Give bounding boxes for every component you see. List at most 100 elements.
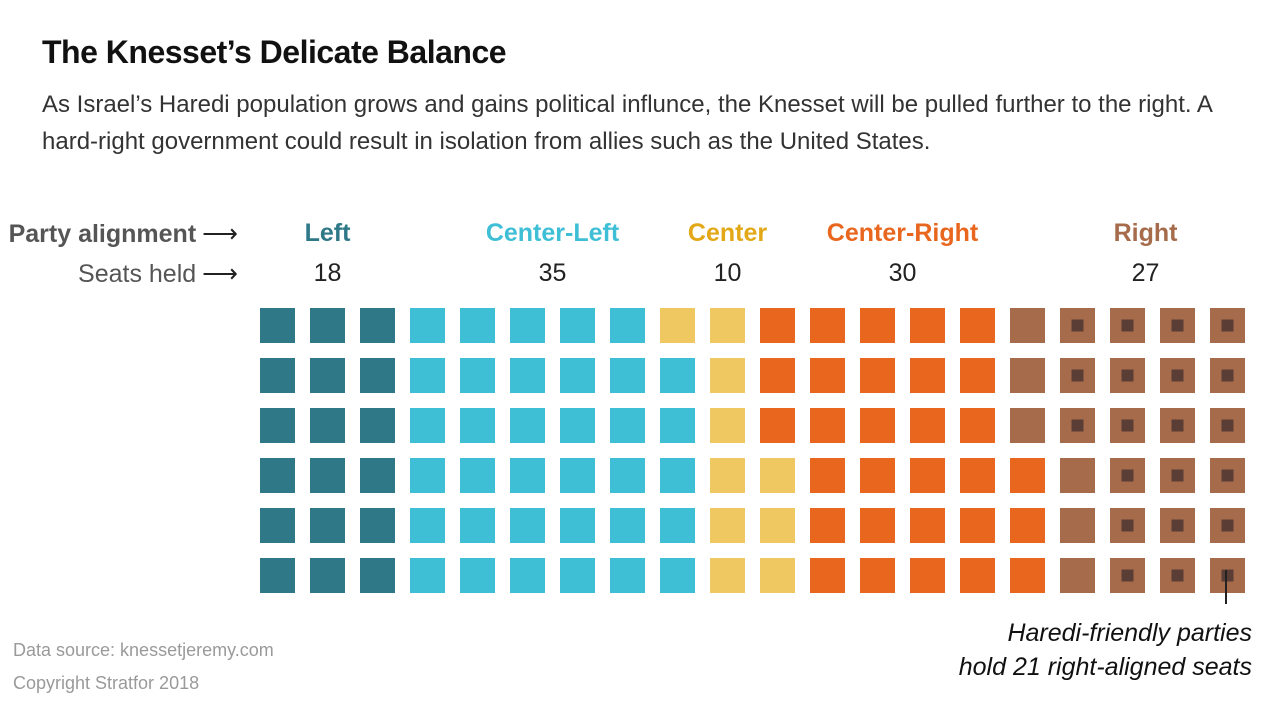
seat-right <box>1010 308 1045 343</box>
haredi-marker <box>1121 369 1134 382</box>
seat-center-right <box>910 508 945 543</box>
haredi-marker <box>1221 319 1234 332</box>
chart-subtitle: As Israel’s Haredi population grows and … <box>42 91 1212 155</box>
party-seats-right: 27 <box>1131 259 1160 287</box>
seat-left <box>310 508 345 543</box>
seat-center-left <box>510 558 545 593</box>
seat-center-right <box>810 558 845 593</box>
seat-center-left <box>660 408 695 443</box>
seat-center-left <box>610 408 645 443</box>
seat-left <box>310 458 345 493</box>
seat-right <box>1010 408 1045 443</box>
party-name-center-right: Center-Right <box>826 219 979 247</box>
seat-center-left <box>660 508 695 543</box>
haredi-marker <box>1171 419 1184 432</box>
seat-center-left <box>610 308 645 343</box>
seat-left <box>260 308 295 343</box>
party-seats-left: 18 <box>313 259 342 287</box>
haredi-marker <box>1121 569 1134 582</box>
seat-center-left <box>460 508 495 543</box>
seat-center-left <box>460 308 495 343</box>
seat-right <box>1060 558 1095 593</box>
seat-center-right <box>810 508 845 543</box>
seat-center-left <box>610 358 645 393</box>
seats-held-label: Seats held ⟶ <box>78 259 238 289</box>
chart-title: The Knesset’s Delicate Balance <box>42 34 507 70</box>
party-name-center: Center <box>687 219 768 247</box>
haredi-marker <box>1121 319 1134 332</box>
seat-left <box>260 408 295 443</box>
party-name-left: Left <box>304 219 351 247</box>
seat-center-left <box>610 508 645 543</box>
seat-center-right <box>960 308 995 343</box>
seat-center-right <box>960 458 995 493</box>
seat-left <box>260 458 295 493</box>
seat-left <box>360 358 395 393</box>
arrow-icon: ⟶ <box>202 220 238 248</box>
seat-center-left <box>460 558 495 593</box>
haredi-marker <box>1121 519 1134 532</box>
seat-left <box>310 408 345 443</box>
seat-left <box>360 558 395 593</box>
seat-right <box>1060 458 1095 493</box>
seat-center-left <box>510 308 545 343</box>
seat-center-right <box>860 358 895 393</box>
seat-center-right <box>810 358 845 393</box>
seat-center <box>710 508 745 543</box>
seat-center-right <box>760 408 795 443</box>
seat-left <box>360 458 395 493</box>
seat-center <box>760 558 795 593</box>
seat-center-left <box>510 458 545 493</box>
haredi-marker <box>1171 569 1184 582</box>
seat-center-left <box>560 308 595 343</box>
seat-right <box>1060 508 1095 543</box>
seat-center <box>710 408 745 443</box>
arrow-icon: ⟶ <box>202 260 238 288</box>
seat-center-left <box>610 458 645 493</box>
seats-held-text: Seats held <box>78 260 197 288</box>
seat-center-right <box>860 458 895 493</box>
seat-center-left <box>410 408 445 443</box>
haredi-marker <box>1221 519 1234 532</box>
haredi-marker <box>1171 369 1184 382</box>
seat-center-left <box>660 558 695 593</box>
seat-center-right <box>960 558 995 593</box>
party-seats-center: 10 <box>713 259 742 287</box>
annotation-pointer-line <box>1225 570 1227 604</box>
haredi-marker <box>1171 469 1184 482</box>
seat-center-left <box>560 408 595 443</box>
annotation-line-2: hold 21 right-aligned seats <box>958 653 1252 681</box>
seat-center-left <box>510 358 545 393</box>
seat-center-left <box>410 508 445 543</box>
seat-center-right <box>910 358 945 393</box>
seat-center-right <box>810 408 845 443</box>
seat-center <box>760 458 795 493</box>
haredi-marker <box>1071 319 1084 332</box>
seat-center-right <box>910 308 945 343</box>
copyright-notice: Copyright Stratfor 2018 <box>13 673 200 693</box>
seat-center-left <box>410 558 445 593</box>
party-seats-center-left: 35 <box>538 259 567 287</box>
seat-center-left <box>410 308 445 343</box>
seat-center-left <box>460 408 495 443</box>
haredi-marker <box>1171 319 1184 332</box>
seat-center <box>760 508 795 543</box>
party-name-center-left: Center-Left <box>485 219 620 247</box>
seat-left <box>260 508 295 543</box>
seat-center-left <box>460 458 495 493</box>
party-alignment-label: Party alignment ⟶ <box>9 219 238 249</box>
haredi-marker <box>1221 469 1234 482</box>
seat-center-left <box>560 358 595 393</box>
haredi-marker <box>1071 369 1084 382</box>
seat-center-right <box>760 308 795 343</box>
seat-center-right <box>910 458 945 493</box>
seat-left <box>260 558 295 593</box>
seat-center <box>710 458 745 493</box>
haredi-marker <box>1171 519 1184 532</box>
party-name-right: Right <box>1113 219 1178 247</box>
seat-center-right <box>1010 558 1045 593</box>
seat-center-right <box>860 308 895 343</box>
seat-center-right <box>810 308 845 343</box>
seat-left <box>360 308 395 343</box>
